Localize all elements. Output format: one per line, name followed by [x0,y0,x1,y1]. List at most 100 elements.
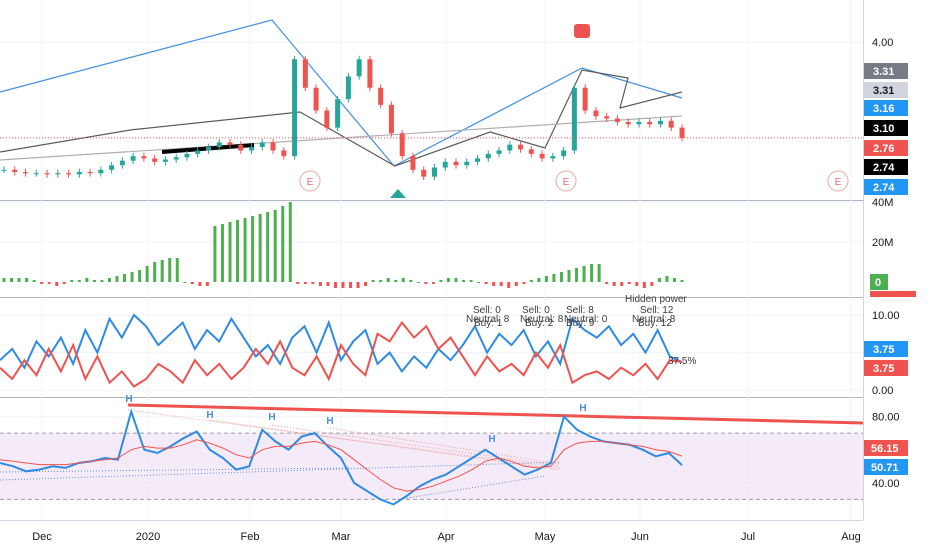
candle-body [130,156,136,161]
candle-body [66,173,72,175]
rsi-series-line [0,408,683,506]
x-tick-label: Aug [841,531,861,543]
volume-bar [198,282,202,286]
volume-bar [650,282,654,286]
price-tag-label: 3.10 [873,123,894,135]
candle-body [679,127,685,138]
rsi-divergence-line [127,409,561,469]
candle-body [270,142,276,151]
volume-bar [544,276,548,282]
candle-body [647,121,653,125]
volume-bar [77,280,81,282]
volume-bar [40,282,44,284]
rsi-value-label: 56.15 [871,443,899,455]
oscillator-value-tag [864,360,908,376]
volume-bar [552,274,556,282]
price-tag [864,63,908,79]
volume-bar [424,282,428,284]
volume-bar [401,278,405,282]
candle-body [109,165,115,170]
volume-bar [522,282,526,284]
price-tag [864,179,908,195]
candle-body [119,160,125,166]
volume-value-tag [870,274,888,290]
volume-bar [627,282,631,284]
volume-bar [364,282,368,286]
volume-bar [672,278,676,282]
candle-body [614,118,620,122]
earnings-marker-icon [299,170,321,192]
volume-histogram [2,202,684,288]
volume-bar [17,278,21,282]
candle-body [335,99,341,128]
candle-body [12,169,18,173]
volume-bar [514,282,518,286]
volume-bar [138,270,142,282]
oscillator-annotation: Buy: 12 [638,318,672,329]
volume-bar [529,280,533,282]
x-tick-label: Jul [741,531,755,543]
oscillator-annotation: Hidden power [625,294,687,305]
volume-bar [55,282,59,286]
x-tick-label: Dec [32,531,52,543]
oscillator-value-tag [864,341,908,357]
candle-body [1,169,7,171]
rsi-y-tick-label: 80.00 [872,412,900,424]
volume-bar [386,278,390,282]
oscillator-annotation: Neutral: 0 [564,314,608,325]
volume-bar [446,278,450,282]
candle-body [55,173,61,175]
candle-body [604,116,610,119]
volume-bar [2,278,6,282]
volume-bar [288,202,292,282]
volume-bar [145,266,149,282]
candle-body [238,144,244,151]
x-tick-label: Feb [241,531,260,543]
earnings-marker-icon [555,170,577,192]
volume-bar [115,276,119,282]
candle-body [44,173,50,175]
oscillator-annotation: Buy: 2 [525,318,554,329]
volume-bar [680,280,684,282]
candle-body [259,142,265,148]
oscillator-series-line [0,313,683,374]
volume-bar [213,226,217,282]
value-tags: 3.31 3.31 3.16 3.10 2.76 2.74 2.74 0 3.75 3.75 56.… [864,63,916,475]
volume-bar [10,278,14,282]
price-tag-label: 2.74 [873,182,895,194]
volume-bar [62,282,66,284]
candle-body [227,142,233,145]
volume-bar [32,280,36,282]
candle-body [205,147,211,151]
volume-bar [605,282,609,284]
volume-negative-tag [870,291,916,297]
candle-body [152,158,158,162]
volume-bar [439,280,443,282]
rsi-series-line [0,439,683,492]
candle-body [442,161,448,168]
candle-body [33,173,39,175]
trend-line-light [0,115,683,161]
candle-body [356,59,362,77]
candle-body [485,153,491,159]
volume-bar [92,280,96,282]
volume-bar [635,282,639,286]
volume-bar [228,222,232,282]
rsi-value-label: 50.71 [871,462,899,474]
rsi-divergence-line [209,419,561,471]
candle-body [550,156,556,159]
volume-bar [462,280,466,282]
volume-bar [258,214,262,282]
trend-line-grey [0,69,683,167]
rsi-high-marker: H [579,403,586,414]
candle-body [518,144,524,150]
oscillator-y-tick-label: 10.00 [872,310,900,322]
candle-body [76,172,82,175]
rsi-divergence-line [271,424,561,467]
rsi-support-line [0,461,561,481]
volume-bar [409,280,413,282]
volume-bar [612,282,616,286]
volume-bar [107,278,111,282]
volume-bar [416,282,420,283]
